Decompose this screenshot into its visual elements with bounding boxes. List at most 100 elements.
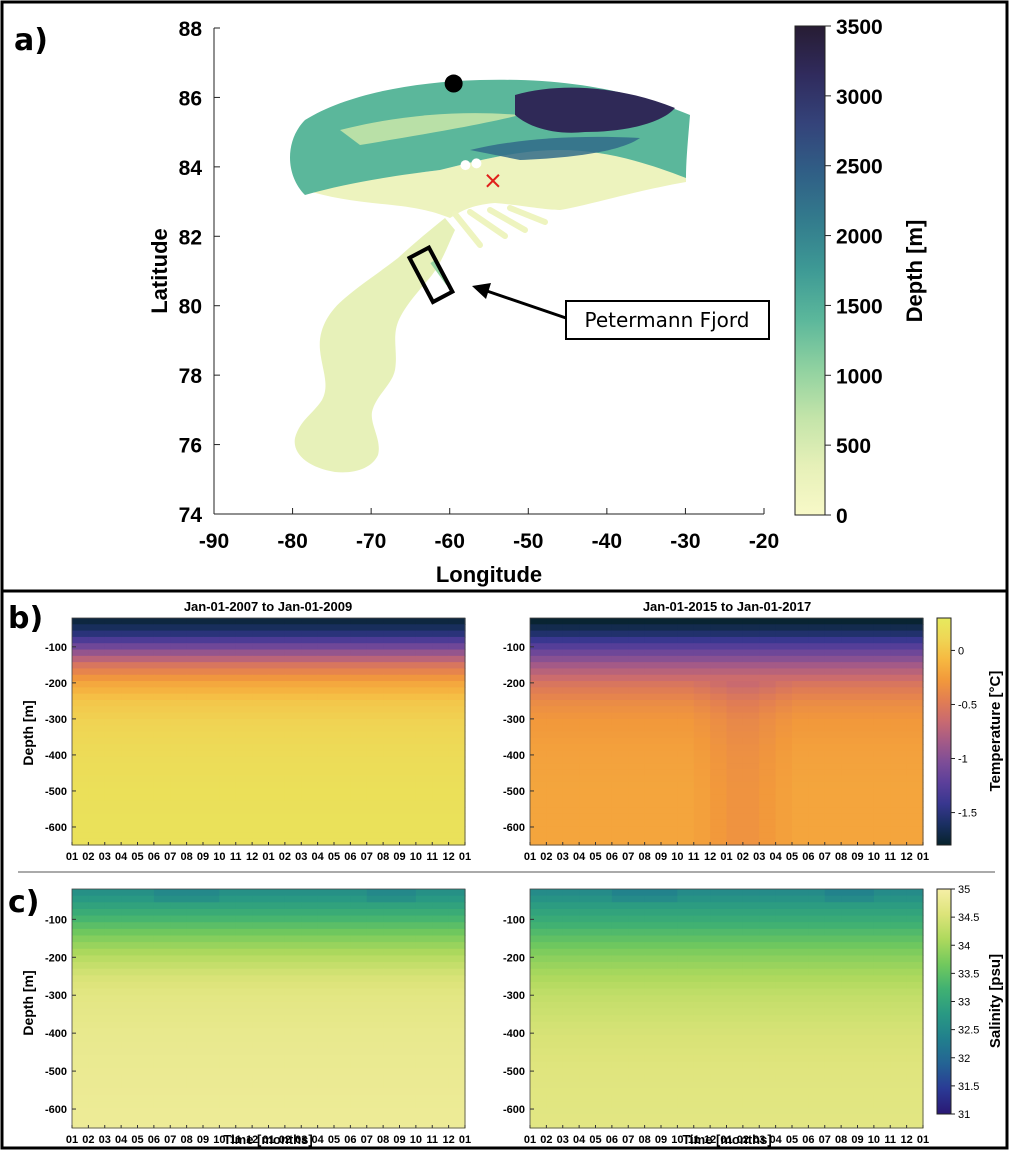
heatmap-cell [203, 718, 220, 726]
heatmap-cell [759, 618, 777, 625]
heatmap-cell [628, 1121, 646, 1129]
heatmap-cell [448, 1008, 466, 1016]
heatmap-cell [284, 624, 302, 632]
heatmap-cell [890, 981, 908, 990]
heatmap-cell [301, 826, 319, 833]
heatmap-cell [808, 1094, 826, 1103]
heatmap-cell [72, 1081, 89, 1089]
heatmap-cell [661, 1074, 678, 1083]
heatmap-cell [562, 975, 580, 983]
heatmap-cell [399, 1021, 417, 1030]
heatmap-cell [219, 769, 237, 777]
heatmap-cell [693, 995, 711, 1003]
heatmap-cell [366, 712, 384, 720]
heatmap-cell [334, 718, 351, 726]
heatmap-cell [104, 769, 122, 777]
heatmap-cell [170, 922, 188, 930]
heatmap-cell [350, 1008, 368, 1016]
heatmap-cell [432, 962, 450, 970]
heatmap-cell [677, 1061, 695, 1069]
heatmap-cell [677, 928, 695, 937]
heatmap-cell [644, 819, 662, 827]
heatmap-cell [792, 769, 809, 777]
heatmap-cell [334, 763, 351, 770]
heatmap-cell [432, 737, 450, 745]
heatmap-cell [611, 1035, 629, 1043]
heatmap-cell [88, 1041, 106, 1049]
heatmap-cell [546, 1101, 564, 1109]
map-x-tick-label: -70 [356, 530, 386, 553]
heatmap-cell [530, 693, 547, 701]
heatmap-cell [742, 1061, 760, 1069]
heatmap-x-tick-label: 03 [753, 851, 765, 863]
heatmap-x-tick-label: 01 [459, 1134, 471, 1146]
heatmap-cell [661, 681, 678, 688]
heatmap-cell [415, 981, 433, 990]
heatmap-cell [235, 902, 253, 910]
heatmap-cell [873, 693, 891, 701]
heatmap-x-tick-label: 11 [230, 1134, 242, 1146]
heatmap-cell [153, 649, 171, 657]
heatmap-cell [301, 1041, 319, 1049]
heatmap-x-tick-label: 07 [622, 851, 634, 863]
heatmap-cell [775, 819, 793, 827]
heatmap-x-tick-label: 04 [312, 1134, 325, 1146]
heatmap-cell [448, 988, 466, 996]
heatmap-cell [203, 756, 220, 764]
heatmap-cell [88, 687, 106, 695]
heatmap-cell [808, 763, 826, 770]
heatmap-cell [530, 794, 547, 802]
heatmap-cell [661, 1035, 678, 1043]
heatmap-cell [121, 794, 139, 802]
heatmap-cell [399, 630, 417, 638]
heatmap-cell [873, 1081, 891, 1089]
heatmap-cell [808, 649, 826, 657]
heatmap-cell [661, 636, 678, 644]
heatmap-cell [546, 908, 564, 917]
heatmap-cell [742, 744, 760, 752]
heatmap-cell [268, 935, 286, 943]
heatmap-cell [383, 902, 401, 910]
heatmap-cell [546, 775, 564, 783]
heatmap-cell [530, 775, 547, 783]
heatmap-cell [399, 763, 417, 770]
heatmap-cell [219, 975, 237, 983]
heatmap-cell [841, 649, 859, 657]
heatmap-cell [317, 775, 335, 783]
heatmap-cell [186, 935, 204, 943]
heatmap-cell [530, 819, 547, 827]
heatmap-cell [775, 908, 793, 917]
heatmap-cell [742, 618, 760, 625]
heatmap-cell [857, 718, 875, 726]
heatmap-cell [808, 981, 826, 990]
heatmap-cell [334, 948, 351, 956]
heatmap-x-tick-label: 06 [148, 1134, 160, 1146]
heatmap-cell [890, 962, 908, 970]
heatmap-cell [219, 915, 237, 923]
heatmap-cell [530, 832, 547, 840]
heatmap-cell [530, 902, 547, 910]
heatmap-cell [857, 1015, 875, 1023]
heatmap-cell [644, 643, 662, 651]
heatmap-cell [366, 1041, 384, 1049]
heatmap-cell [301, 948, 319, 956]
heatmap-cell [726, 662, 744, 670]
heatmap-y-tick-label: -200 [45, 678, 67, 690]
heatmap-cell [857, 618, 875, 625]
heatmap-cell [121, 1068, 139, 1076]
heatmap-cell [415, 1081, 433, 1089]
heatmap-cell [252, 922, 270, 930]
heatmap-cell [415, 948, 433, 956]
heatmap-cell [170, 826, 188, 833]
heatmap-cell [562, 662, 580, 670]
heatmap-cell [153, 948, 171, 956]
heatmap-cell [252, 813, 270, 821]
heatmap-cell [252, 725, 270, 733]
heatmap-cell [841, 889, 859, 897]
heatmap-cell [579, 1035, 597, 1043]
heatmap-cell [415, 668, 433, 676]
heatmap-x-tick-label: 12 [901, 1134, 913, 1146]
heatmap-cell [219, 699, 237, 707]
heatmap-cell [252, 819, 270, 827]
heatmap-cell [104, 781, 122, 789]
